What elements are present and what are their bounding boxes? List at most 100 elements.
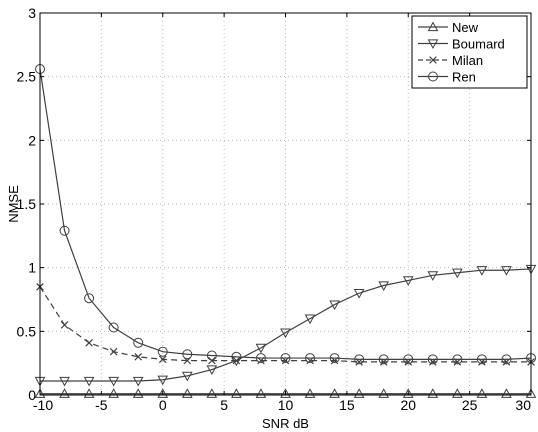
data-point-boumard <box>427 271 439 281</box>
data-point-ren <box>378 354 389 365</box>
x-tick-label: 0 <box>159 397 167 413</box>
data-point-ren <box>182 349 193 360</box>
data-point-ren <box>84 293 95 304</box>
data-point-boumard <box>452 268 463 279</box>
y-tick-label: 2.5 <box>17 69 37 85</box>
data-point-boumard <box>181 371 193 382</box>
data-point-milan <box>158 355 167 364</box>
data-point-new <box>157 388 169 398</box>
data-point-milan <box>134 353 142 361</box>
legend-label-milan: Milan <box>452 53 483 68</box>
x-tick-label: 30 <box>515 397 531 413</box>
data-point-new <box>59 388 70 398</box>
data-point-ren <box>133 337 144 348</box>
data-point-boumard <box>280 328 291 339</box>
legend-marker-milan <box>429 56 437 64</box>
data-point-new <box>34 388 46 398</box>
data-point-ren <box>329 353 340 364</box>
data-point-ren <box>231 351 242 362</box>
data-point-ren <box>403 354 414 365</box>
x-tick-label: -5 <box>95 397 108 413</box>
data-point-milan <box>85 338 93 347</box>
legend-marker-ren <box>428 71 438 82</box>
legend-label-boumard: Boumard <box>452 37 505 52</box>
data-point-milan <box>208 356 216 365</box>
axis-ticks: -10 -5 0 5 10 15 20 25 30 0 0.5 1 1.5 2 2.5 3 <box>17 5 532 413</box>
x-tick-label: -10 <box>33 397 53 413</box>
data-point-boumard <box>132 376 144 387</box>
data-point-ren <box>427 354 438 365</box>
series-ren <box>35 64 536 365</box>
data-point-new <box>501 388 512 398</box>
x-axis-label: SNR dB <box>262 416 309 431</box>
y-tick-label: 3 <box>28 5 36 21</box>
data-point-new <box>378 388 390 398</box>
data-point-boumard <box>353 289 365 299</box>
data-point-boumard <box>59 376 70 387</box>
data-point-new <box>329 388 340 398</box>
data-point-ren <box>280 353 291 364</box>
x-marker-stroke <box>208 356 216 365</box>
x-marker-stroke <box>134 353 142 361</box>
series-layer <box>34 64 537 398</box>
x-marker-stroke <box>232 356 241 365</box>
y-tick-label: 1 <box>28 260 36 276</box>
x-tick-label: 15 <box>339 397 355 413</box>
data-point-ren <box>206 350 217 361</box>
data-point-milan <box>109 347 118 356</box>
data-point-ren <box>59 225 70 236</box>
y-tick-label: 0.5 <box>17 323 37 339</box>
data-point-boumard <box>108 376 119 387</box>
y-tick-label: 0 <box>28 387 36 403</box>
data-point-new <box>353 388 365 398</box>
x-marker-stroke <box>109 347 118 356</box>
data-point-ren <box>476 354 487 365</box>
data-point-new <box>280 388 291 398</box>
data-point-ren <box>354 354 365 365</box>
data-point-new <box>402 388 414 398</box>
series-line-milan <box>39 286 531 363</box>
y-tick-label: 1.5 <box>17 196 37 212</box>
data-point-ren <box>305 353 316 364</box>
data-point-milan <box>60 321 69 329</box>
data-point-boumard <box>329 300 340 311</box>
data-point-boumard <box>378 281 390 292</box>
data-point-new <box>427 388 439 398</box>
data-point-new <box>231 388 242 398</box>
series-line-ren <box>39 68 532 360</box>
x-marker-stroke <box>85 338 93 347</box>
data-point-new <box>206 388 218 398</box>
data-point-boumard <box>501 266 512 276</box>
legend-label-new: New <box>452 20 479 35</box>
x-tick-label: 10 <box>278 397 294 413</box>
series-line-boumard <box>40 268 532 382</box>
x-tick-label: 25 <box>462 397 478 413</box>
x-tick-label: 5 <box>220 397 228 413</box>
data-point-new <box>132 388 144 398</box>
data-point-ren <box>157 346 168 357</box>
data-point-boumard <box>206 365 218 376</box>
legend-marker-new <box>427 21 439 32</box>
legend-item-boumard: Boumard <box>418 37 505 52</box>
data-point-ren <box>452 354 463 365</box>
x-tick-label: 20 <box>400 397 416 413</box>
x-marker-stroke <box>429 56 437 64</box>
data-point-new <box>83 388 95 398</box>
y-tick-label: 2 <box>28 132 36 148</box>
data-point-boumard <box>402 276 414 286</box>
data-point-boumard <box>476 266 488 276</box>
y-axis-label: NMSE <box>6 185 21 223</box>
series-boumard <box>34 264 537 387</box>
data-point-boumard <box>304 314 316 325</box>
data-point-new <box>255 388 267 398</box>
legend-label-ren: Ren <box>452 70 476 85</box>
data-point-new <box>476 388 488 398</box>
data-point-boumard <box>255 343 267 354</box>
legend-item-ren: Ren <box>418 70 476 85</box>
legend-item-milan: Milan <box>418 53 483 68</box>
x-marker-stroke <box>60 321 69 329</box>
data-point-new <box>304 388 316 398</box>
data-point-boumard <box>157 375 169 386</box>
